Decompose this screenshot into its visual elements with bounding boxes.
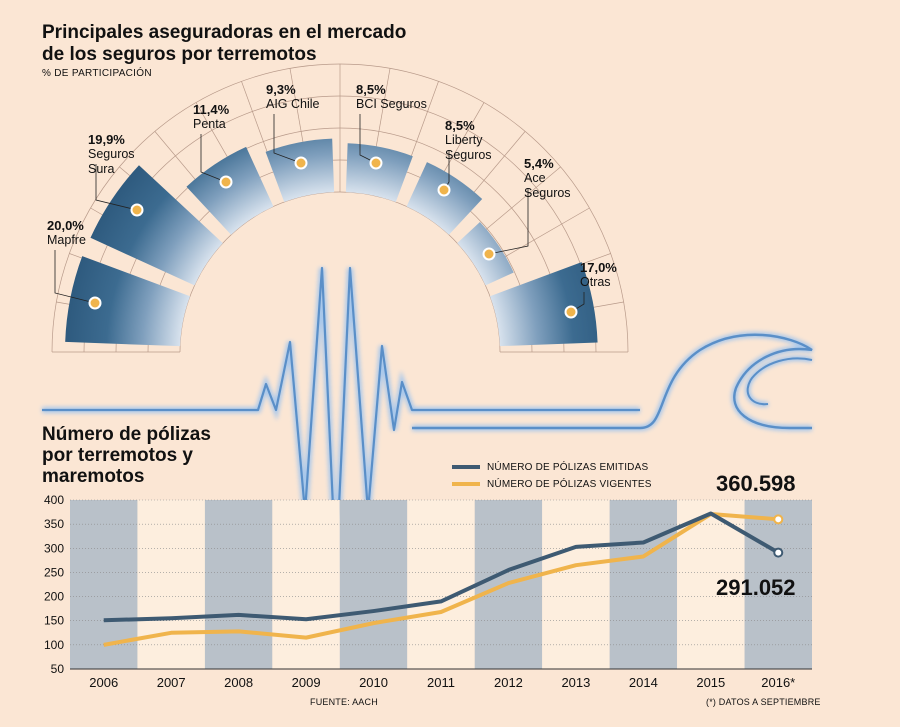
radial-bar: [406, 162, 483, 235]
year-band: [542, 500, 610, 669]
bar-marker-dot: [88, 296, 102, 310]
x-tick-label: 2006: [89, 675, 118, 690]
y-tick-label: 300: [44, 541, 64, 555]
insurer-label: 11,4% Penta: [193, 102, 229, 132]
insurer-share-value: 20,0%: [47, 218, 84, 233]
insurer-name: BCI Seguros: [356, 97, 427, 111]
wave-curl-line: [746, 357, 813, 406]
insurer-label: 20,0% Mapfre: [47, 218, 86, 248]
y-tick-label: 350: [44, 517, 64, 531]
legend-vigentes-label: NÚMERO DE PÓLIZAS VIGENTES: [487, 479, 652, 490]
insurer-name: Mapfre: [47, 233, 86, 247]
insurer-name: Seguros: [445, 148, 492, 162]
radial-bar: [265, 138, 335, 203]
bar-marker-dot: [437, 183, 451, 197]
x-tick-label: 2015: [696, 675, 725, 690]
line-chart-title: Número de pólizas por terremotos y marem…: [42, 424, 211, 487]
vigentes-endpoint: [773, 514, 784, 525]
x-tick-label: 2010: [359, 675, 388, 690]
insurer-share-value: 5,4%: [524, 156, 554, 171]
insurer-label: 19,9% Seguros Sura: [88, 132, 135, 177]
label-leader-line: [488, 188, 529, 255]
callout-vigentes: 360.598: [716, 471, 796, 496]
bar-marker-dot: [294, 156, 308, 170]
label-leader-line: [273, 114, 302, 164]
radial-bar: [186, 146, 274, 235]
insurer-label: 9,3% AIG Chile: [266, 82, 320, 112]
bar-marker-dot: [130, 203, 144, 217]
emitidas-endpoint: [773, 547, 784, 558]
insurer-label: 5,4% Ace Seguros: [524, 156, 571, 201]
insurer-share-value: 9,3%: [266, 82, 296, 97]
y-tick-label: 50: [51, 662, 65, 676]
tsunami-wave-line: [412, 333, 813, 430]
insurer-name: Seguros: [524, 186, 571, 200]
insurer-name: Sura: [88, 162, 115, 176]
year-band: [137, 500, 205, 669]
x-tick-label: 2007: [157, 675, 186, 690]
insurer-share-value: 17,0%: [580, 260, 617, 275]
main-subtitle: % DE PARTICIPACIÓN: [42, 68, 152, 79]
footnote: (*) DATOS A SEPTIEMBRE: [706, 697, 821, 707]
y-tick-label: 400: [44, 493, 64, 507]
y-tick-label: 100: [44, 638, 64, 652]
insurer-label: 8,5% Liberty Seguros: [445, 118, 492, 163]
radial-bar: [489, 262, 598, 347]
x-tick-label: 2013: [561, 675, 590, 690]
x-tick-label: 2011: [427, 675, 455, 690]
label-leader-line: [54, 250, 96, 304]
year-band: [609, 500, 678, 669]
radial-bar: [345, 143, 413, 203]
x-tick-label: 2008: [224, 675, 253, 690]
bar-marker-dot: [564, 305, 578, 319]
main-title: Principales aseguradoras en el mercado d…: [42, 22, 407, 65]
bar-marker-dot: [369, 156, 383, 170]
insurer-label: 17,0% Otras: [580, 260, 617, 290]
insurer-label: 8,5% BCI Seguros: [356, 82, 427, 112]
x-tick-label: 2016*: [761, 675, 795, 690]
callout-emitidas: 291.052: [716, 575, 796, 600]
insurer-name: Ace: [524, 171, 546, 185]
insurer-name: Otras: [580, 275, 611, 289]
year-band: [272, 500, 340, 669]
insurer-name: Seguros: [88, 147, 135, 161]
bar-marker-dot: [219, 175, 233, 189]
radial-bar: [65, 256, 191, 347]
series-vigentes-line: [103, 512, 779, 647]
x-tick-label: 2009: [292, 675, 321, 690]
label-leader-line: [95, 164, 138, 211]
year-band: [744, 500, 812, 669]
insurer-name: Penta: [193, 117, 226, 131]
y-tick-label: 150: [44, 614, 64, 628]
year-band: [339, 500, 408, 669]
year-band: [204, 500, 273, 669]
y-tick-label: 200: [44, 590, 64, 604]
y-tick-label: 250: [44, 565, 64, 579]
insurer-name: AIG Chile: [266, 97, 320, 111]
bar-marker-dot: [482, 247, 496, 261]
source-note: FUENTE: AACH: [310, 697, 378, 707]
year-band: [407, 500, 475, 669]
x-tick-label: 2014: [629, 675, 658, 690]
legend-emitidas-label: NÚMERO DE PÓLIZAS EMITIDAS: [487, 462, 649, 473]
insurer-share-value: 8,5%: [356, 82, 386, 97]
insurer-name: Liberty: [445, 133, 483, 147]
insurer-share-value: 19,9%: [88, 132, 125, 147]
insurer-share-value: 8,5%: [445, 118, 475, 133]
series-emitidas-line: [103, 511, 780, 623]
x-tick-label: 2012: [494, 675, 523, 690]
grid-bands: [70, 500, 812, 669]
insurer-share-value: 11,4%: [193, 102, 230, 117]
radial-bar: [90, 165, 223, 286]
label-leader-line: [200, 134, 227, 183]
